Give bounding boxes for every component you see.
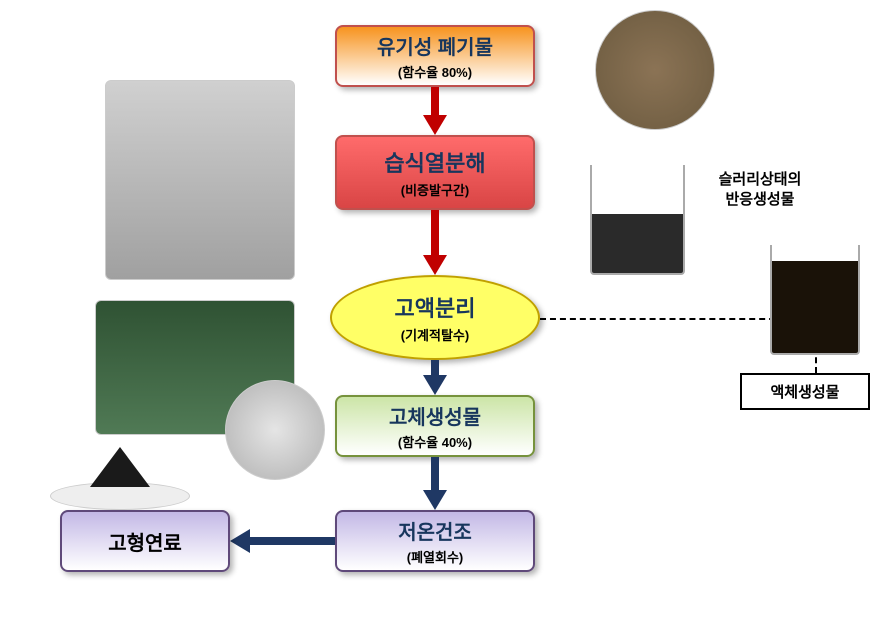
liquid-product-label: 액체생성물 xyxy=(740,373,870,410)
step2-sub: (비증발구간) xyxy=(401,180,469,199)
step5-sub: (폐열회수) xyxy=(407,547,464,566)
step2-title: 습식열분해 xyxy=(384,146,485,178)
slurry-label-line2: 반응생성물 xyxy=(695,190,825,210)
liquid-product-text: 액체생성물 xyxy=(770,384,839,401)
arrow-1-2-stem xyxy=(431,87,439,117)
photo-powder-dish-icon xyxy=(50,440,190,510)
step2-wet-pyrolysis: 습식열분해 (비증발구간) xyxy=(335,135,535,210)
arrow-4-5-head xyxy=(423,490,447,510)
arrow-3-4-head xyxy=(423,375,447,395)
arrow-4-5-stem xyxy=(431,457,439,492)
arrow-2-3-stem xyxy=(431,210,439,257)
step1-sub: (함수율 80%) xyxy=(398,62,472,81)
arrow-1-2-head xyxy=(423,115,447,135)
step4-sub: (함수율 40%) xyxy=(398,432,472,451)
photo-filter-disc-icon xyxy=(225,380,325,480)
step5-title: 저온건조 xyxy=(398,516,472,545)
step3-title: 고액분리 xyxy=(395,291,476,323)
step1-title: 유기성 폐기물 xyxy=(377,31,493,60)
slurry-label-line1: 슬러리상태의 xyxy=(695,170,825,190)
step4-title: 고체생성물 xyxy=(389,401,481,430)
step3-solid-liquid-separation: 고액분리 (기계적탈수) xyxy=(330,275,540,360)
output-solid-fuel: 고형연료 xyxy=(60,510,230,572)
arrow-2-3-head xyxy=(423,255,447,275)
step1-organic-waste: 유기성 폐기물 (함수율 80%) xyxy=(335,25,535,87)
arrow-output-stem xyxy=(248,537,335,545)
step5-low-temp-drying: 저온건조 (폐열회수) xyxy=(335,510,535,572)
photo-slurry-beaker-icon xyxy=(590,165,685,275)
photo-reactor-icon xyxy=(105,80,295,280)
photo-waste-sample-icon xyxy=(595,10,715,130)
photo-liquid-beaker-icon xyxy=(770,245,860,355)
slurry-label: 슬러리상태의 반응생성물 xyxy=(695,170,825,209)
step3-sub: (기계적탈수) xyxy=(401,325,469,344)
output-title: 고형연료 xyxy=(108,527,182,556)
arrow-output-head xyxy=(230,529,250,553)
step4-solid-product: 고체생성물 (함수율 40%) xyxy=(335,395,535,457)
